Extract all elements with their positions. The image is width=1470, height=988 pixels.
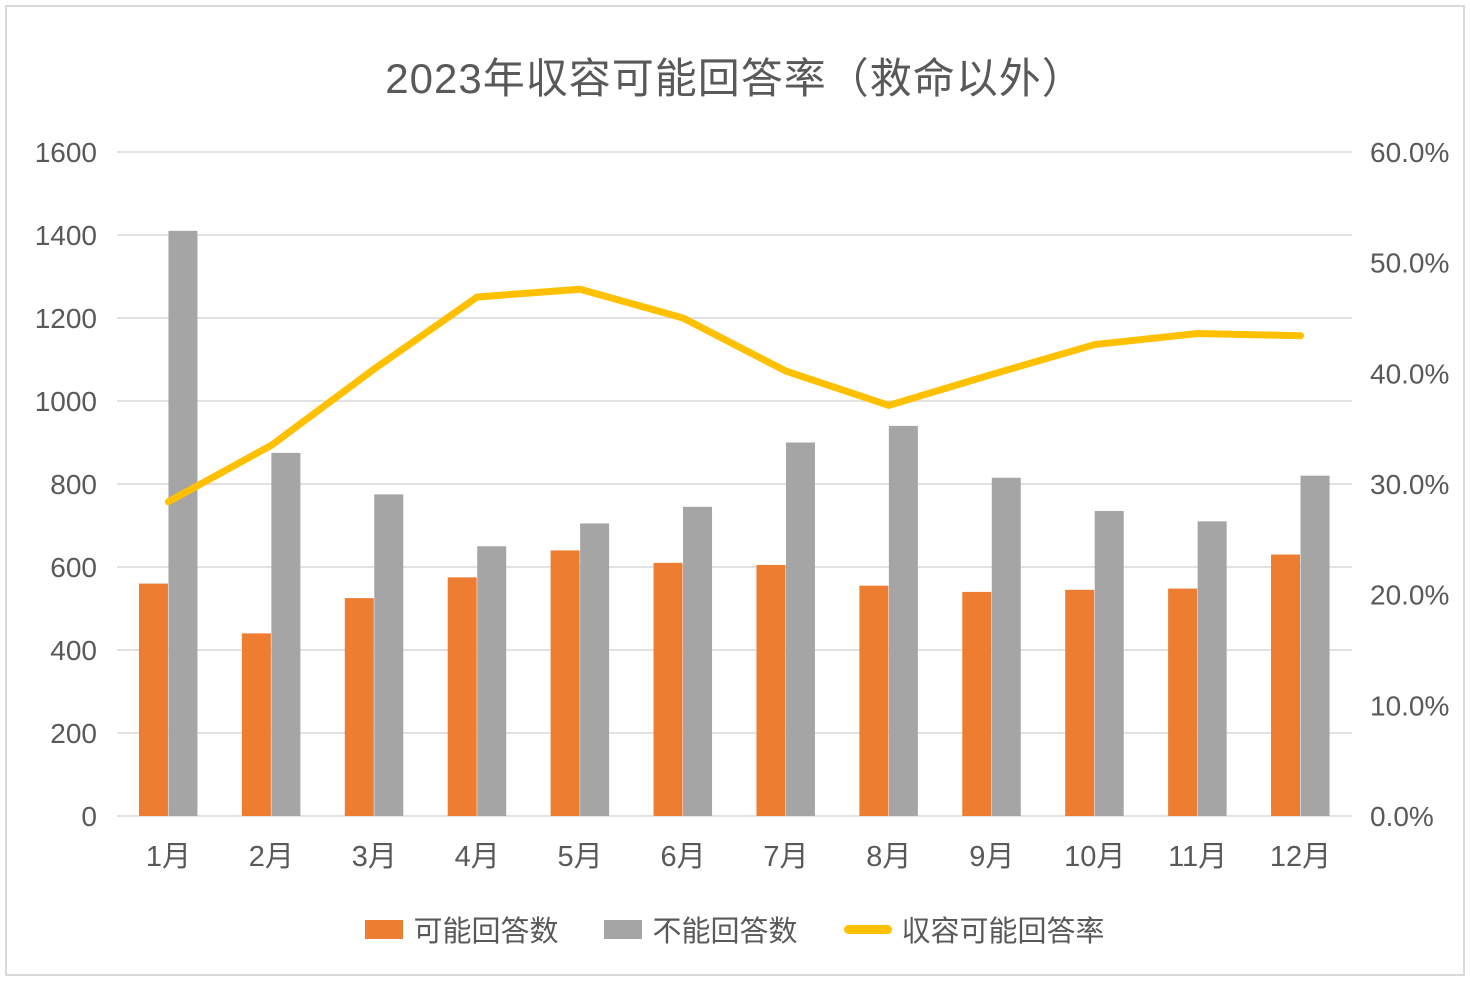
x-axis-month-label: 9月 (969, 841, 1014, 873)
bar-impossible-answers (271, 453, 300, 816)
legend-label-acceptance-rate: 収容可能回答率 (902, 908, 1105, 950)
left-axis-tick-label: 0 (81, 801, 97, 832)
right-axis-tick-label: 30.0% (1370, 469, 1449, 500)
x-axis-month-label: 11月 (1168, 841, 1227, 873)
bar-impossible-answers (683, 507, 712, 816)
bar-impossible-answers (992, 478, 1021, 816)
chart-legend: 可能回答数 不能回答数 収容可能回答率 (7, 908, 1463, 950)
left-axis-tick-label: 600 (50, 552, 97, 583)
bar-impossible-answers (889, 426, 918, 816)
bar-possible-answers (859, 586, 888, 816)
bar-possible-answers (1271, 555, 1300, 816)
x-axis-month-label: 10月 (1064, 841, 1125, 873)
x-axis-month-label: 4月 (455, 841, 500, 873)
yellow-line-swatch-icon (844, 925, 892, 934)
x-axis-month-label: 3月 (352, 841, 397, 873)
left-axis-tick-label: 1000 (35, 386, 97, 417)
left-axis-tick-label: 200 (50, 718, 97, 749)
x-axis-month-label: 7月 (763, 841, 808, 873)
bar-impossible-answers (168, 231, 197, 816)
x-axis-month-label: 12月 (1270, 841, 1331, 873)
bar-impossible-answers (374, 494, 403, 816)
right-axis-tick-label: 10.0% (1370, 690, 1449, 721)
bar-possible-answers (345, 598, 374, 816)
bar-possible-answers (654, 563, 683, 816)
legend-item-possible-answers[interactable]: 可能回答数 (365, 908, 558, 950)
left-axis-tick-label: 800 (50, 469, 97, 500)
bar-impossible-answers (1198, 521, 1227, 816)
bar-impossible-answers (786, 443, 815, 817)
legend-item-impossible-answers[interactable]: 不能回答数 (604, 908, 797, 950)
bar-possible-answers (1168, 589, 1197, 816)
bar-impossible-answers (1301, 476, 1330, 816)
right-axis-tick-label: 0.0% (1370, 801, 1434, 832)
bar-possible-answers (242, 633, 271, 816)
gray-bar-swatch-icon (604, 920, 642, 939)
left-axis-tick-label: 1200 (35, 303, 97, 334)
bar-impossible-answers (580, 523, 609, 816)
x-axis-month-label: 8月 (866, 841, 911, 873)
bar-impossible-answers (477, 546, 506, 816)
right-axis-tick-label: 50.0% (1370, 248, 1449, 279)
bar-possible-answers (756, 565, 785, 816)
legend-label-impossible-answers: 不能回答数 (652, 908, 797, 950)
x-axis-month-label: 5月 (558, 841, 603, 873)
right-axis-tick-label: 40.0% (1370, 358, 1449, 389)
x-axis-month-label: 1月 (146, 841, 191, 873)
bar-possible-answers (551, 550, 580, 816)
right-axis-tick-label: 60.0% (1370, 137, 1449, 168)
legend-item-acceptance-rate[interactable]: 収容可能回答率 (844, 908, 1105, 950)
left-axis-tick-label: 1600 (35, 137, 97, 168)
bar-possible-answers (962, 592, 991, 816)
x-axis-month-label: 6月 (660, 841, 705, 873)
acceptance-rate-line (168, 289, 1300, 501)
left-axis-tick-label: 1400 (35, 220, 97, 251)
left-axis-tick-label: 400 (50, 635, 97, 666)
orange-bar-swatch-icon (365, 920, 403, 939)
bar-possible-answers (448, 577, 477, 816)
x-axis-month-label: 2月 (249, 841, 294, 873)
right-axis-tick-label: 20.0% (1370, 580, 1449, 611)
bar-possible-answers (1065, 590, 1094, 816)
combo-chart-plot-area: 0 200 400 600 800 1000 1200 1400 1600 0.0% 10.0% 20… (7, 7, 1470, 988)
bar-impossible-answers (1095, 511, 1124, 816)
bar-possible-answers (139, 584, 168, 816)
legend-label-possible-answers: 可能回答数 (413, 908, 558, 950)
